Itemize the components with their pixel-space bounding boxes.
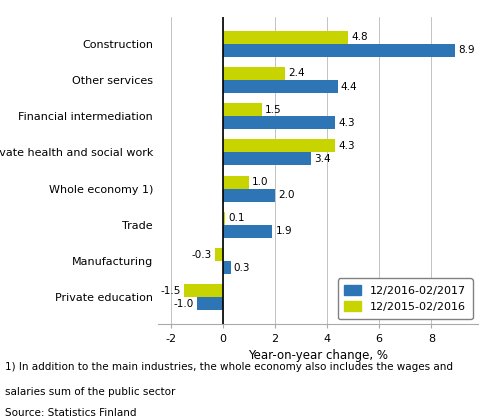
Text: -1.0: -1.0 <box>174 299 194 309</box>
Text: 1) In addition to the main industries, the whole economy also includes the wages: 1) In addition to the main industries, t… <box>5 362 453 372</box>
Legend: 12/2016-02/2017, 12/2015-02/2016: 12/2016-02/2017, 12/2015-02/2016 <box>338 278 473 319</box>
Bar <box>223 116 335 129</box>
Text: 1.0: 1.0 <box>252 177 269 187</box>
Bar <box>223 176 249 189</box>
Bar <box>223 44 455 57</box>
Text: 4.8: 4.8 <box>351 32 368 42</box>
Text: -1.5: -1.5 <box>160 286 181 296</box>
Bar <box>184 284 223 297</box>
Text: 3.4: 3.4 <box>315 154 331 164</box>
Bar <box>223 31 348 44</box>
Bar <box>223 212 225 225</box>
Bar <box>223 67 285 80</box>
Text: 1.5: 1.5 <box>265 105 282 115</box>
Bar <box>223 80 338 93</box>
Text: salaries sum of the public sector: salaries sum of the public sector <box>5 387 176 397</box>
Bar <box>223 152 312 166</box>
Text: 4.3: 4.3 <box>338 118 354 128</box>
Text: 2.0: 2.0 <box>278 190 295 200</box>
Bar <box>197 297 223 310</box>
Text: 1.9: 1.9 <box>276 226 292 236</box>
Text: Source: Statistics Finland: Source: Statistics Finland <box>5 408 137 416</box>
Text: 0.1: 0.1 <box>229 213 245 223</box>
Bar <box>223 225 273 238</box>
Bar <box>223 189 275 202</box>
Text: 4.3: 4.3 <box>338 141 354 151</box>
Bar <box>223 139 335 152</box>
Text: -0.3: -0.3 <box>192 250 212 260</box>
Text: 8.9: 8.9 <box>458 45 475 55</box>
Text: 0.3: 0.3 <box>234 262 250 272</box>
Bar <box>223 103 262 116</box>
Bar <box>215 248 223 261</box>
Text: 2.4: 2.4 <box>288 69 305 79</box>
Text: 4.4: 4.4 <box>341 82 357 92</box>
X-axis label: Year-on-year change, %: Year-on-year change, % <box>248 349 388 362</box>
Bar <box>223 261 231 274</box>
